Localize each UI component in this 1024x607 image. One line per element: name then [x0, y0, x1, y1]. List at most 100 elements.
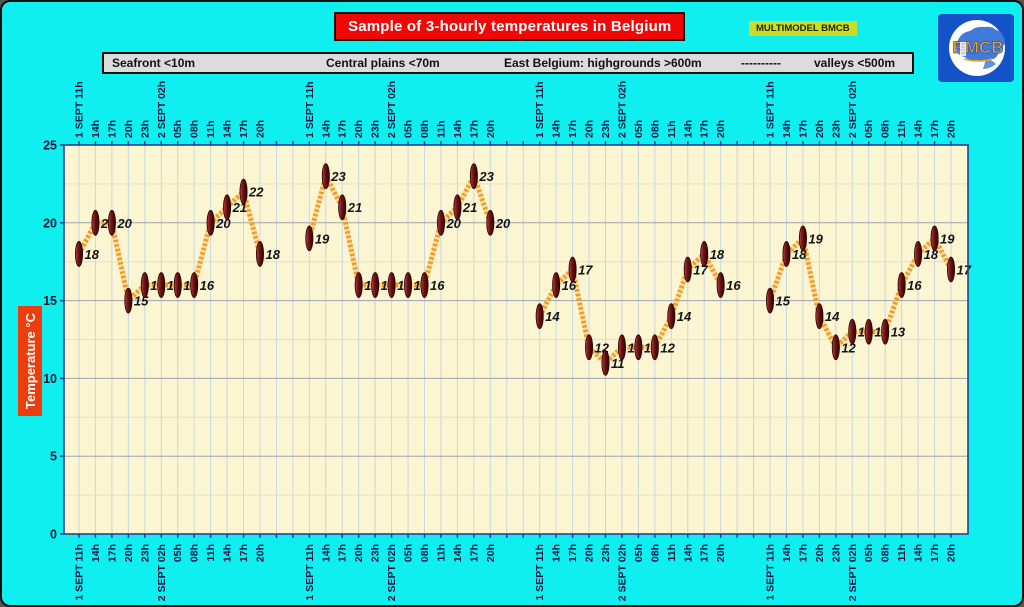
- legend-item-east-belgium: East Belgium: highgrounds >600m: [504, 56, 702, 70]
- data-point-marker: [782, 241, 791, 267]
- x-tick-label-top: 23h: [600, 120, 612, 138]
- data-point-marker: [387, 272, 396, 298]
- x-tick-label-bottom: 20h: [353, 544, 365, 562]
- x-tick-label-bottom: 08h: [189, 544, 201, 562]
- data-point-marker: [404, 272, 413, 298]
- x-tick-label-bottom: 1 SEPT 11h: [765, 544, 777, 601]
- chart-title: Sample of 3-hourly temperatures in Belgi…: [334, 12, 686, 41]
- x-tick-label-top: 05h: [403, 120, 415, 138]
- x-tick-label-top: 14h: [781, 120, 793, 138]
- data-point-label: 19: [315, 231, 330, 246]
- data-point-marker: [206, 209, 215, 236]
- data-point-marker: [469, 163, 478, 190]
- x-tick-label-top: 20h: [946, 120, 958, 138]
- data-point-marker: [617, 334, 626, 361]
- data-point-label: 18: [265, 247, 280, 262]
- x-tick-label-top: 14h: [682, 120, 694, 138]
- data-point-marker: [75, 241, 84, 267]
- x-tick-label-bottom: 20h: [123, 544, 135, 562]
- x-tick-label-top: 05h: [172, 120, 184, 138]
- data-point-marker: [107, 209, 116, 236]
- x-tick-label-top: 20h: [814, 120, 826, 138]
- x-tick-label-bottom: 08h: [649, 544, 661, 562]
- data-point-marker: [683, 256, 692, 283]
- x-tick-label-top: 05h: [633, 120, 645, 138]
- x-tick-label-top: 08h: [189, 120, 201, 138]
- x-tick-label-top: 14h: [320, 120, 332, 138]
- x-tick-label-bottom: 05h: [633, 544, 645, 562]
- x-tick-label-bottom: 11h: [205, 544, 217, 562]
- x-tick-label-top: 1 SEPT 11h: [74, 81, 86, 138]
- data-point-marker: [716, 272, 725, 298]
- data-point-label: 20: [116, 216, 132, 231]
- x-tick-label-bottom: 1 SEPT 11h: [534, 544, 546, 601]
- y-tick-label: 0: [50, 528, 57, 542]
- x-tick-label-top: 08h: [419, 120, 431, 138]
- data-point-label: 13: [891, 325, 906, 340]
- data-point-marker: [881, 318, 890, 345]
- x-tick-label-top: 14h: [452, 120, 464, 138]
- data-point-marker: [140, 272, 149, 298]
- x-tick-label-bottom: 1 SEPT 11h: [74, 544, 86, 601]
- data-point-label: 14: [545, 309, 560, 324]
- x-tick-label-bottom: 14h: [222, 544, 234, 562]
- data-point-marker: [914, 241, 923, 267]
- x-tick-label-top: 17h: [699, 120, 711, 138]
- x-tick-label-top: 17h: [337, 120, 349, 138]
- data-point-marker: [338, 194, 347, 221]
- data-point-label: 19: [808, 231, 823, 246]
- x-tick-label-bottom: 20h: [485, 544, 497, 562]
- data-point-marker: [157, 272, 166, 298]
- data-point-label: 19: [940, 231, 955, 246]
- x-tick-label-bottom: 17h: [337, 544, 349, 562]
- legend-bar: Seafront <10m Central plains <70m East B…: [102, 52, 914, 74]
- data-point-marker: [535, 303, 544, 330]
- data-point-marker: [223, 194, 232, 221]
- data-point-marker: [568, 256, 577, 283]
- data-point-marker: [601, 349, 610, 376]
- x-tick-label-top: 14h: [913, 120, 925, 138]
- data-point-marker: [453, 194, 462, 221]
- x-tick-label-top: 17h: [238, 120, 250, 138]
- data-point-marker: [190, 272, 199, 298]
- x-tick-label-top: 2 SEPT 02h: [847, 81, 859, 138]
- x-tick-label-bottom: 14h: [452, 544, 464, 562]
- data-point-label: 20: [495, 216, 511, 231]
- bmcb-logo-image: BMCB: [949, 20, 1006, 76]
- x-tick-label-top: 17h: [106, 120, 118, 138]
- data-point-label: 21: [462, 200, 477, 215]
- data-point-label: 14: [677, 309, 692, 324]
- x-tick-label-top: 23h: [139, 120, 151, 138]
- x-tick-label-top: 20h: [353, 120, 365, 138]
- data-point-marker: [255, 241, 264, 267]
- data-point-marker: [436, 209, 445, 236]
- data-point-label: 17: [957, 262, 972, 277]
- x-tick-label-top: 2 SEPT 02h: [156, 81, 168, 138]
- y-tick-label: 20: [43, 216, 57, 230]
- x-tick-label-top: 1 SEPT 11h: [304, 81, 316, 138]
- data-point-marker: [91, 209, 100, 236]
- x-tick-label-top: 11h: [896, 120, 908, 138]
- data-point-marker: [930, 225, 939, 252]
- x-tick-label-top: 2 SEPT 02h: [386, 81, 398, 138]
- x-tick-label-bottom: 23h: [370, 544, 382, 562]
- data-point-label: 16: [907, 278, 922, 293]
- data-point-marker: [766, 287, 775, 314]
- x-tick-label-top: 08h: [880, 120, 892, 138]
- legend-item-dashes: ----------: [741, 56, 781, 70]
- x-tick-label-bottom: 05h: [403, 544, 415, 562]
- x-tick-label-bottom: 2 SEPT 02h: [156, 544, 168, 601]
- x-tick-label-top: 14h: [90, 120, 102, 138]
- x-tick-label-top: 17h: [929, 120, 941, 138]
- bmcb-logo: BMCB: [938, 14, 1014, 82]
- x-tick-label-bottom: 23h: [139, 544, 151, 562]
- x-tick-label-top: 17h: [468, 120, 480, 138]
- x-tick-label-bottom: 23h: [830, 544, 842, 562]
- x-tick-label-bottom: 14h: [682, 544, 694, 562]
- data-point-label: 16: [726, 278, 741, 293]
- y-tick-label: 25: [43, 139, 57, 153]
- data-point-marker: [897, 272, 906, 298]
- y-tick-label: 10: [43, 372, 57, 386]
- x-tick-label-bottom: 2 SEPT 02h: [386, 544, 398, 601]
